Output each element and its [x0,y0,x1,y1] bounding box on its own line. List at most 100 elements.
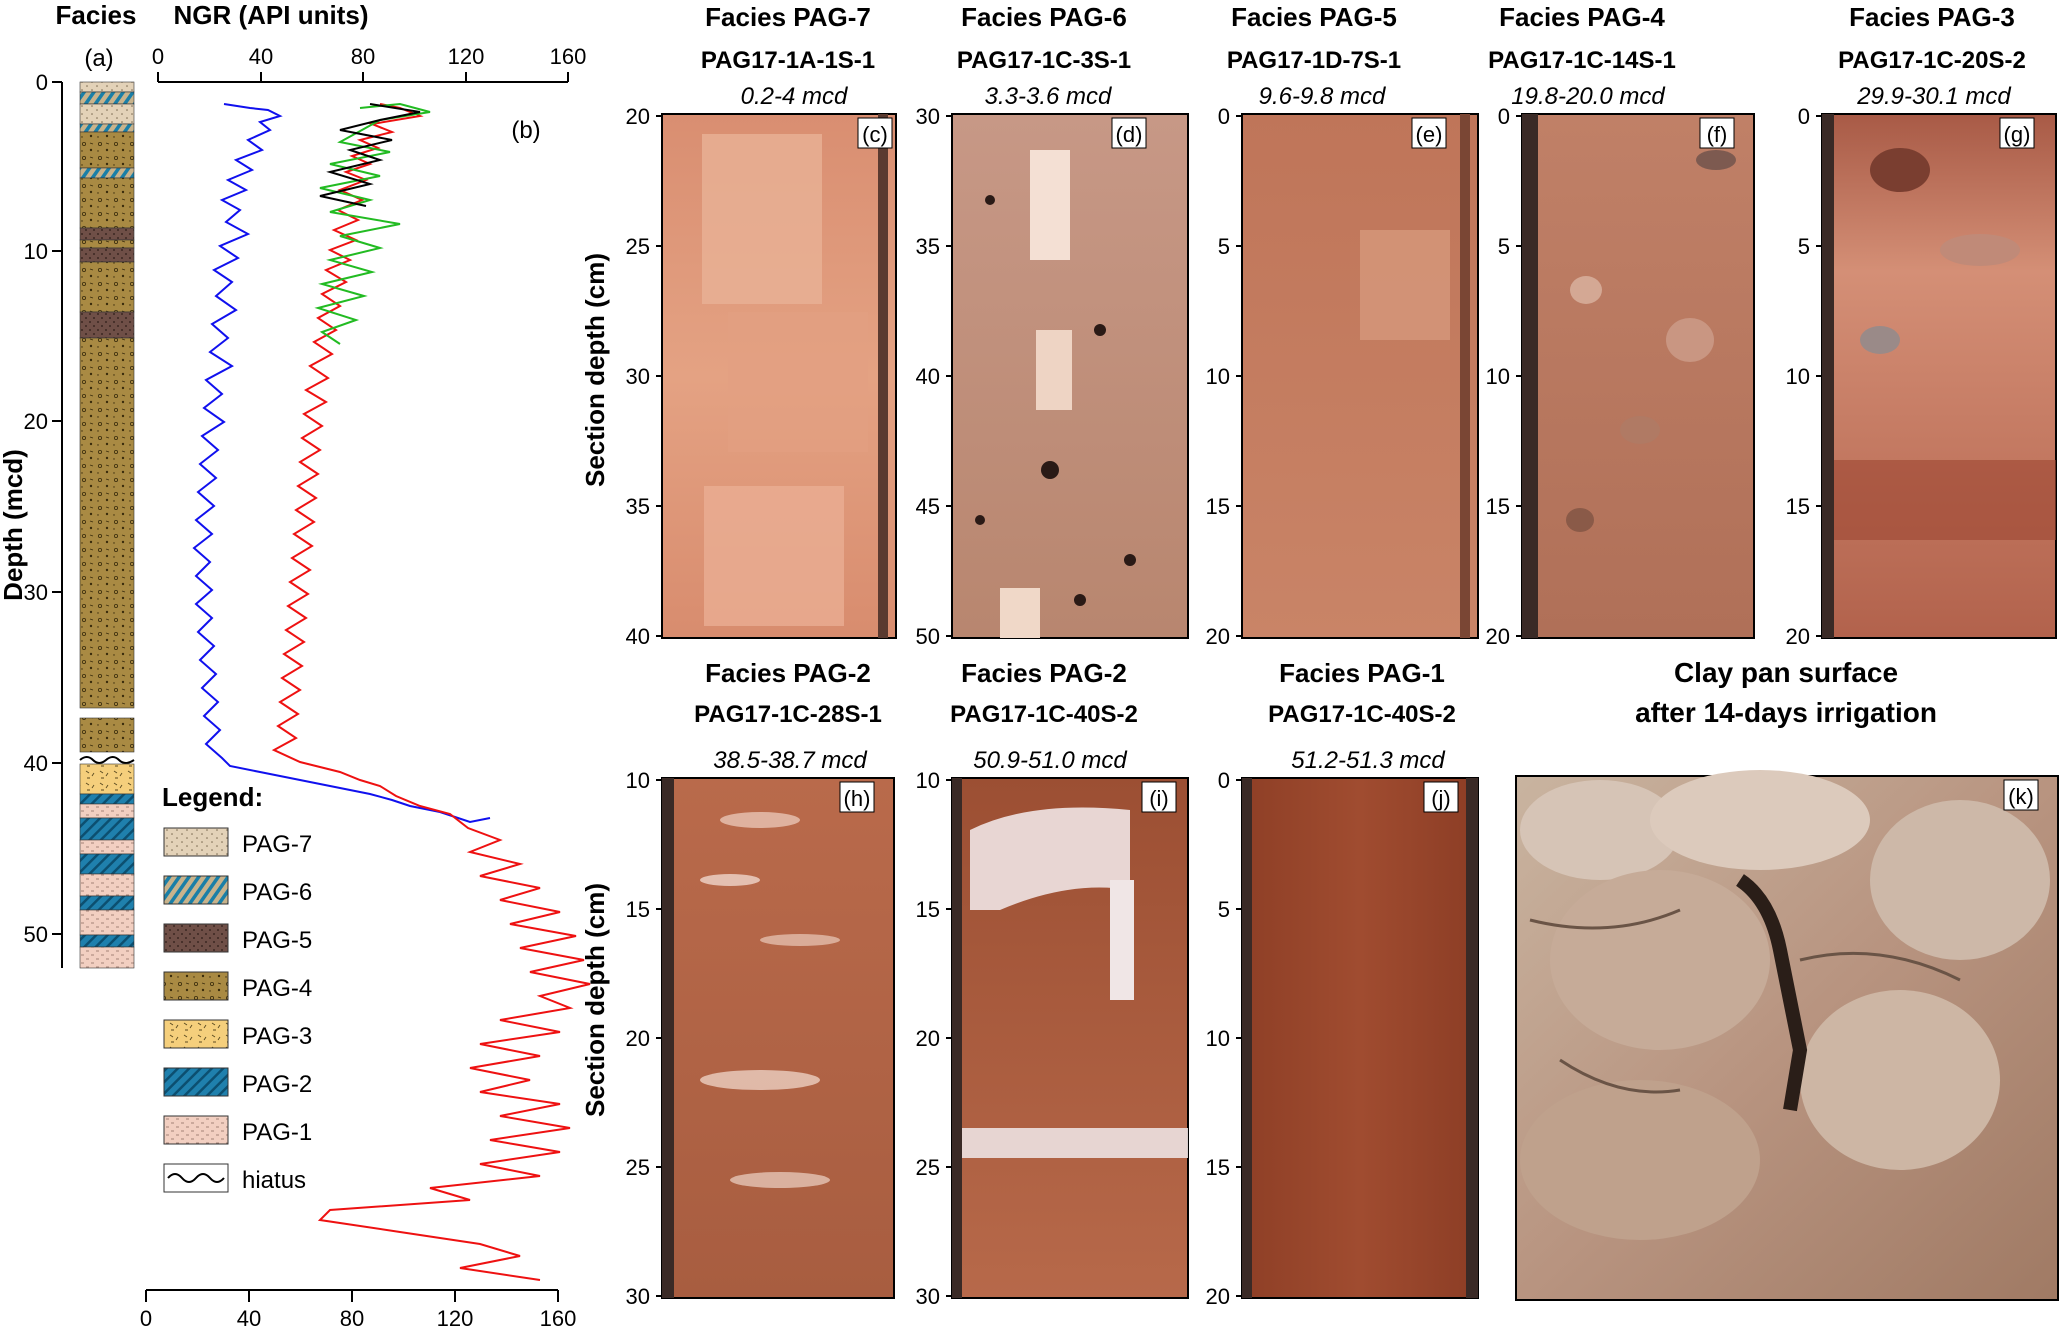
core-id: PAG17-1C-40S-2 [1268,701,1456,728]
core-tick-label: 10 [1206,364,1230,389]
ngr-header: NGR (API units) [174,0,369,30]
ngr-bottom-tick: 120 [437,1306,474,1331]
core-tick-label: 50 [916,624,940,649]
core-depth: 29.9-30.1 mcd [1856,83,2011,110]
panel-letter: (c) [862,122,888,147]
ngr-top-tick: 0 [152,44,164,69]
clay-pan-title-line2: after 14-days irrigation [1635,697,1937,728]
core-facies-title: Facies PAG-3 [1849,2,2015,32]
legend-item-pag1: PAG-1 [163,1115,312,1146]
legend-label: hiatus [242,1167,306,1194]
clay-pan-title-line1: Clay pan surface [1674,657,1898,688]
core-tick-label: 40 [916,364,940,389]
depth-ticks: 0 10 20 30 40 50 [24,70,62,947]
core-tick-label: 10 [626,768,650,793]
core-tick-label: 35 [916,234,940,259]
core-panel-i: Facies PAG-2 PAG17-1C-40S-2 50.9-51.0 mc… [916,658,1189,1309]
depth-tick-label: 30 [24,580,48,605]
core-id: PAG17-1C-40S-2 [950,701,1138,728]
core-id: PAG17-1A-1S-1 [701,47,875,74]
core-ticks-f: 0 5 10 15 20 [1486,104,1522,649]
core-panel-j: Facies PAG-1 PAG17-1C-40S-2 51.2-51.3 mc… [1206,658,1479,1309]
core-tick-label: 20 [626,1026,650,1051]
depth-tick-label: 50 [24,922,48,947]
core-facies-title: Facies PAG-4 [1499,2,1665,32]
core-id: PAG17-1C-3S-1 [957,47,1131,74]
core-tick-label: 15 [1786,494,1810,519]
ngr-red-curve [271,103,591,1281]
panel-letter: (d) [1116,122,1143,147]
legend-item-pag2: PAG-2 [163,1067,312,1098]
panel-letter: (f) [1707,122,1728,147]
legend-label: PAG-7 [242,831,312,858]
core-tick-label: 30 [626,1284,650,1309]
core-tick-label: 30 [626,364,650,389]
panel-letter: (j) [1431,786,1451,811]
core-panel-d: Facies PAG-6 PAG17-1C-3S-1 3.3-3.6 mcd (… [916,2,1189,649]
legend-label: PAG-6 [242,879,312,906]
core-facies-title: Facies PAG-2 [705,658,871,688]
core-tick-label: 5 [1798,234,1810,259]
core-depth: 9.6-9.8 mcd [1259,83,1386,110]
ngr-top-tick: 120 [448,44,485,69]
core-panel-c: Facies PAG-7 PAG17-1A-1S-1 0.2-4 mcd (c)… [626,2,897,649]
section-depth-label-bottom: Section depth (cm) [580,883,610,1117]
panel-letter: (h) [844,786,871,811]
core-tick-label: 20 [1206,1284,1230,1309]
section-depth-label-top: Section depth (cm) [580,253,610,487]
legend-item-pag5: PAG-5 [163,923,312,954]
panel-letter: (i) [1149,786,1169,811]
core-depth: 3.3-3.6 mcd [985,83,1112,110]
core-facies-title: Facies PAG-5 [1231,2,1397,32]
core-tick-label: 30 [916,1284,940,1309]
facies-header: Facies [56,0,137,30]
legend: Legend: PAG-7 PAG-6 PAG-5 PAG-4 PAG-3 PA… [162,782,312,1194]
legend-label: PAG-2 [242,1071,312,1098]
core-tick-label: 20 [1786,624,1810,649]
ngr-bottom-tick: 40 [237,1306,261,1331]
panel-a-facies-column: Facies (a) 0 10 20 30 40 50 Depth (mcd) [0,0,137,969]
core-tick-label: 15 [1206,494,1230,519]
core-id: PAG17-1C-20S-2 [1838,47,2026,74]
core-photo-f [1521,113,1755,639]
core-tick-label: 10 [1206,1026,1230,1051]
core-photo-e [1241,113,1479,639]
legend-item-hiatus: hiatus [163,1163,306,1194]
core-id: PAG17-1C-28S-1 [694,701,882,728]
core-tick-label: 5 [1218,234,1230,259]
core-ticks-e: 0 5 10 15 20 [1206,104,1242,649]
ngr-blue-curve [192,103,491,824]
core-ticks-c: 20 25 30 35 40 [626,104,662,649]
depth-tick-label: 10 [24,239,48,264]
core-facies-title: Facies PAG-6 [961,2,1127,32]
core-panel-f: Facies PAG-4 PAG17-1C-14S-1 19.8-20.0 mc… [1486,2,1755,649]
core-depth: 38.5-38.7 mcd [713,747,867,774]
core-photo-g [1821,113,2057,639]
core-tick-label: 20 [1486,624,1510,649]
core-facies-title: Facies PAG-2 [961,658,1127,688]
core-facies-title: Facies PAG-7 [705,2,871,32]
panel-letter: (e) [1416,122,1443,147]
depth-tick-label: 0 [36,70,48,95]
ngr-bottom-tick: 0 [140,1306,152,1331]
core-depth: 19.8-20.0 mcd [1511,83,1665,110]
core-tick-label: 45 [916,494,940,519]
panel-letter: (g) [2004,122,2031,147]
ngr-top-tick: 160 [550,44,587,69]
depth-tick-label: 20 [24,409,48,434]
core-depth: 0.2-4 mcd [741,83,848,110]
legend-label: PAG-1 [242,1119,312,1146]
ngr-black-curve [319,103,421,207]
clay-pan-panel-k: Clay pan surface after 14-days irrigatio… [1515,657,2059,1301]
core-ticks-j: 0 5 10 15 20 [1206,768,1242,1309]
core-ticks-i: 10 15 20 25 30 [916,768,952,1309]
core-tick-label: 5 [1218,897,1230,922]
core-facies-title: Facies PAG-1 [1279,658,1445,688]
core-tick-label: 10 [1786,364,1810,389]
ngr-bottom-ticks: 0 40 80 120 160 [140,1290,576,1331]
core-tick-label: 0 [1218,768,1230,793]
legend-label: PAG-5 [242,927,312,954]
legend-title: Legend: [162,782,263,812]
legend-label: PAG-4 [242,975,312,1002]
